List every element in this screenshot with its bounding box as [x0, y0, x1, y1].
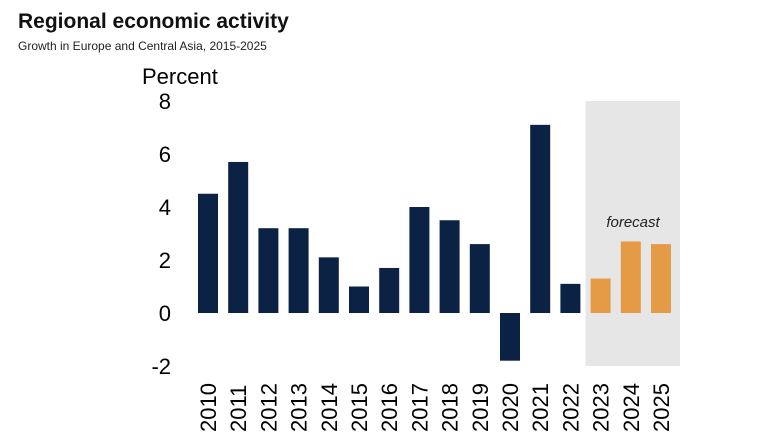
bar-2022 — [560, 283, 581, 313]
bar-2016 — [379, 267, 400, 313]
y-tick-label: 4 — [159, 195, 171, 220]
y-tick-label: -2 — [151, 354, 171, 379]
bar-2017 — [409, 207, 430, 313]
forecast-annotation: forecast — [606, 214, 660, 231]
x-tick-label: 2025 — [649, 383, 674, 432]
bar-2018 — [439, 220, 460, 313]
x-tick-label: 2016 — [377, 383, 402, 432]
x-tick-label: 2013 — [287, 383, 312, 432]
bar-2014 — [318, 257, 339, 313]
bar-2024 — [620, 241, 641, 313]
bar-2015 — [349, 286, 369, 313]
bar-2025 — [651, 244, 671, 313]
bar-2012 — [258, 228, 279, 313]
y-tick-label: 6 — [159, 142, 171, 167]
x-tick-label: 2012 — [256, 383, 281, 432]
bar-2021 — [530, 124, 551, 313]
y-axis-label: Percent — [142, 64, 218, 89]
forecast-shaded-region — [585, 101, 680, 366]
bar-2013 — [288, 228, 309, 313]
y-tick-label: 2 — [159, 248, 171, 273]
y-tick-label: 8 — [159, 89, 171, 114]
x-tick-label: 2018 — [438, 383, 463, 432]
x-tick-label: 2022 — [558, 383, 583, 432]
chart-title: Regional economic activity — [18, 10, 289, 33]
x-tick-label: 2023 — [589, 383, 614, 432]
chart-subtitle: Growth in Europe and Central Asia, 2015-… — [18, 39, 267, 53]
x-axis-ticks: 2010 2011 2012 2013 2014 2015 2016 2017 2018 2019… — [196, 383, 674, 432]
y-axis-ticks: -2 0 2 4 6 8 — [151, 89, 171, 379]
x-tick-label: 2010 — [196, 383, 221, 432]
bar-2011 — [228, 161, 249, 313]
bar-2019 — [469, 244, 490, 313]
x-tick-label: 2017 — [407, 383, 432, 432]
bars — [198, 124, 671, 361]
x-tick-label: 2024 — [619, 383, 644, 432]
x-tick-label: 2015 — [347, 383, 372, 432]
bar-2020 — [500, 313, 520, 361]
y-tick-label: 0 — [159, 301, 171, 326]
x-tick-label: 2011 — [226, 385, 251, 432]
x-tick-label: 2019 — [468, 383, 493, 432]
x-tick-label: 2021 — [528, 383, 553, 432]
x-tick-label: 2020 — [498, 383, 523, 432]
bar-2023 — [590, 278, 611, 313]
bar-2010 — [198, 193, 218, 313]
x-tick-label: 2014 — [317, 383, 342, 432]
